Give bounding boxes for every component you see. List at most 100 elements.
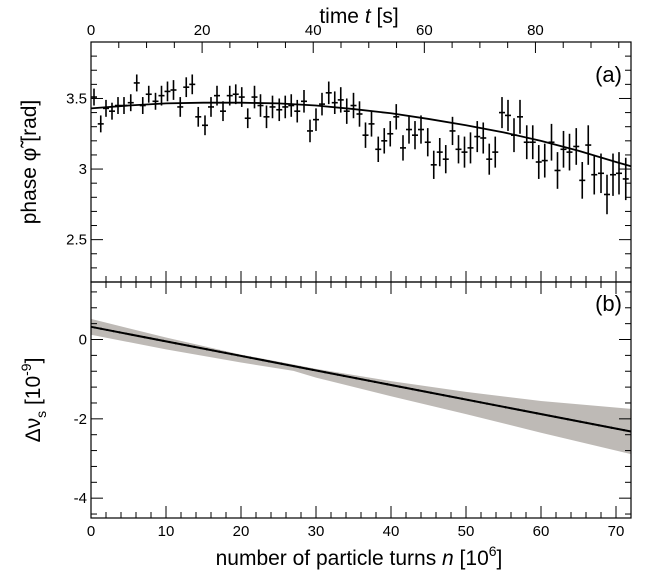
data-point <box>257 94 264 117</box>
data-point <box>449 116 456 146</box>
central-line-marker <box>317 369 320 373</box>
x-axis-title: number of particle turns n [106] <box>216 543 503 570</box>
data-point <box>381 128 388 154</box>
central-line-marker <box>448 395 451 398</box>
data-point <box>251 85 258 109</box>
central-line-marker <box>149 337 152 340</box>
central-line-marker <box>423 390 426 393</box>
data-point <box>461 136 468 168</box>
central-line-marker <box>460 397 464 400</box>
data-point <box>202 115 208 136</box>
central-line-marker <box>560 416 563 420</box>
panel-b-ticks: 0 10 20 30 40 50 60 70 -4 -2 0 <box>74 282 632 540</box>
data-point <box>313 108 319 131</box>
central-line-marker <box>236 354 240 357</box>
data-point <box>362 122 369 148</box>
central-line-marker <box>299 366 302 369</box>
central-line-marker <box>218 350 221 353</box>
data-point <box>523 125 530 160</box>
data-point <box>406 115 412 144</box>
panel-a-y-tick-label: 3.5 <box>66 90 87 107</box>
central-line-marker <box>404 386 408 390</box>
data-point <box>566 133 573 171</box>
data-point <box>263 105 270 129</box>
data-point <box>529 125 536 160</box>
central-line-marker <box>267 360 271 363</box>
panel-b-tag: (b) <box>595 291 622 316</box>
data-point <box>97 115 104 133</box>
x-tick-label: 0 <box>87 523 95 540</box>
data-point <box>127 94 134 112</box>
central-line-marker <box>174 342 177 345</box>
data-point <box>244 108 251 129</box>
data-point <box>535 145 542 179</box>
central-line-marker <box>467 398 470 402</box>
central-line-marker <box>348 375 352 379</box>
data-point <box>474 121 481 153</box>
central-line-marker <box>516 408 520 411</box>
x-tick-label: 70 <box>608 523 625 540</box>
central-line-marker <box>373 380 376 383</box>
central-line-marker <box>436 392 439 396</box>
central-line-marker <box>230 353 233 356</box>
data-point <box>109 102 115 120</box>
data-point <box>319 92 325 116</box>
central-line-marker <box>454 396 457 399</box>
data-point <box>499 97 505 129</box>
central-line-marker <box>417 389 420 392</box>
data-point <box>541 143 548 178</box>
data-point <box>387 121 394 147</box>
central-line-marker <box>323 371 327 374</box>
data-point <box>573 128 580 165</box>
data-point <box>455 135 462 164</box>
data-point <box>424 128 431 157</box>
data-point <box>430 150 437 179</box>
data-point <box>579 162 586 199</box>
data-point <box>400 135 406 161</box>
central-line-marker <box>280 362 283 365</box>
data-point <box>288 94 295 117</box>
data-point <box>170 80 177 100</box>
data-point <box>585 125 592 165</box>
data-point <box>375 136 382 162</box>
data-point <box>164 81 171 102</box>
central-line-marker <box>361 378 364 381</box>
panel-a-frame <box>90 41 632 283</box>
central-line-marker <box>211 349 215 352</box>
central-line-marker <box>261 359 264 362</box>
central-line-marker <box>155 338 159 341</box>
central-line-marker <box>380 381 383 385</box>
data-point <box>616 152 622 195</box>
central-line-marker <box>591 423 594 426</box>
data-point <box>91 88 97 106</box>
x-tick-label: 30 <box>308 523 325 540</box>
data-point <box>356 101 363 127</box>
panel-b-y-tick-label: -2 <box>74 411 87 428</box>
x-tick-label: 60 <box>533 523 550 540</box>
data-point <box>133 74 140 92</box>
data-point <box>220 101 226 122</box>
data-point <box>282 95 289 119</box>
data-point <box>480 122 487 154</box>
central-line-marker <box>610 426 613 429</box>
central-line-marker <box>137 334 140 338</box>
data-point <box>467 132 474 164</box>
central-line-marker <box>535 412 538 415</box>
panel-b-frame <box>90 281 632 519</box>
central-line-marker <box>336 373 339 376</box>
data-point <box>145 85 152 103</box>
data-point <box>208 97 214 117</box>
data-point <box>598 153 604 194</box>
x-tick-label: 20 <box>233 523 250 540</box>
central-line-marker <box>566 418 569 421</box>
panel-a-ticks: 0 20 40 60 80 2.5 3 3.5 <box>66 22 632 283</box>
data-point <box>177 97 184 117</box>
data-point <box>442 145 449 174</box>
top-axis-tick-label: 60 <box>416 22 433 39</box>
central-line-marker <box>118 331 121 334</box>
data-point <box>269 95 276 119</box>
central-line-marker <box>292 365 296 368</box>
data-point <box>505 99 511 131</box>
central-line-marker <box>93 326 96 329</box>
